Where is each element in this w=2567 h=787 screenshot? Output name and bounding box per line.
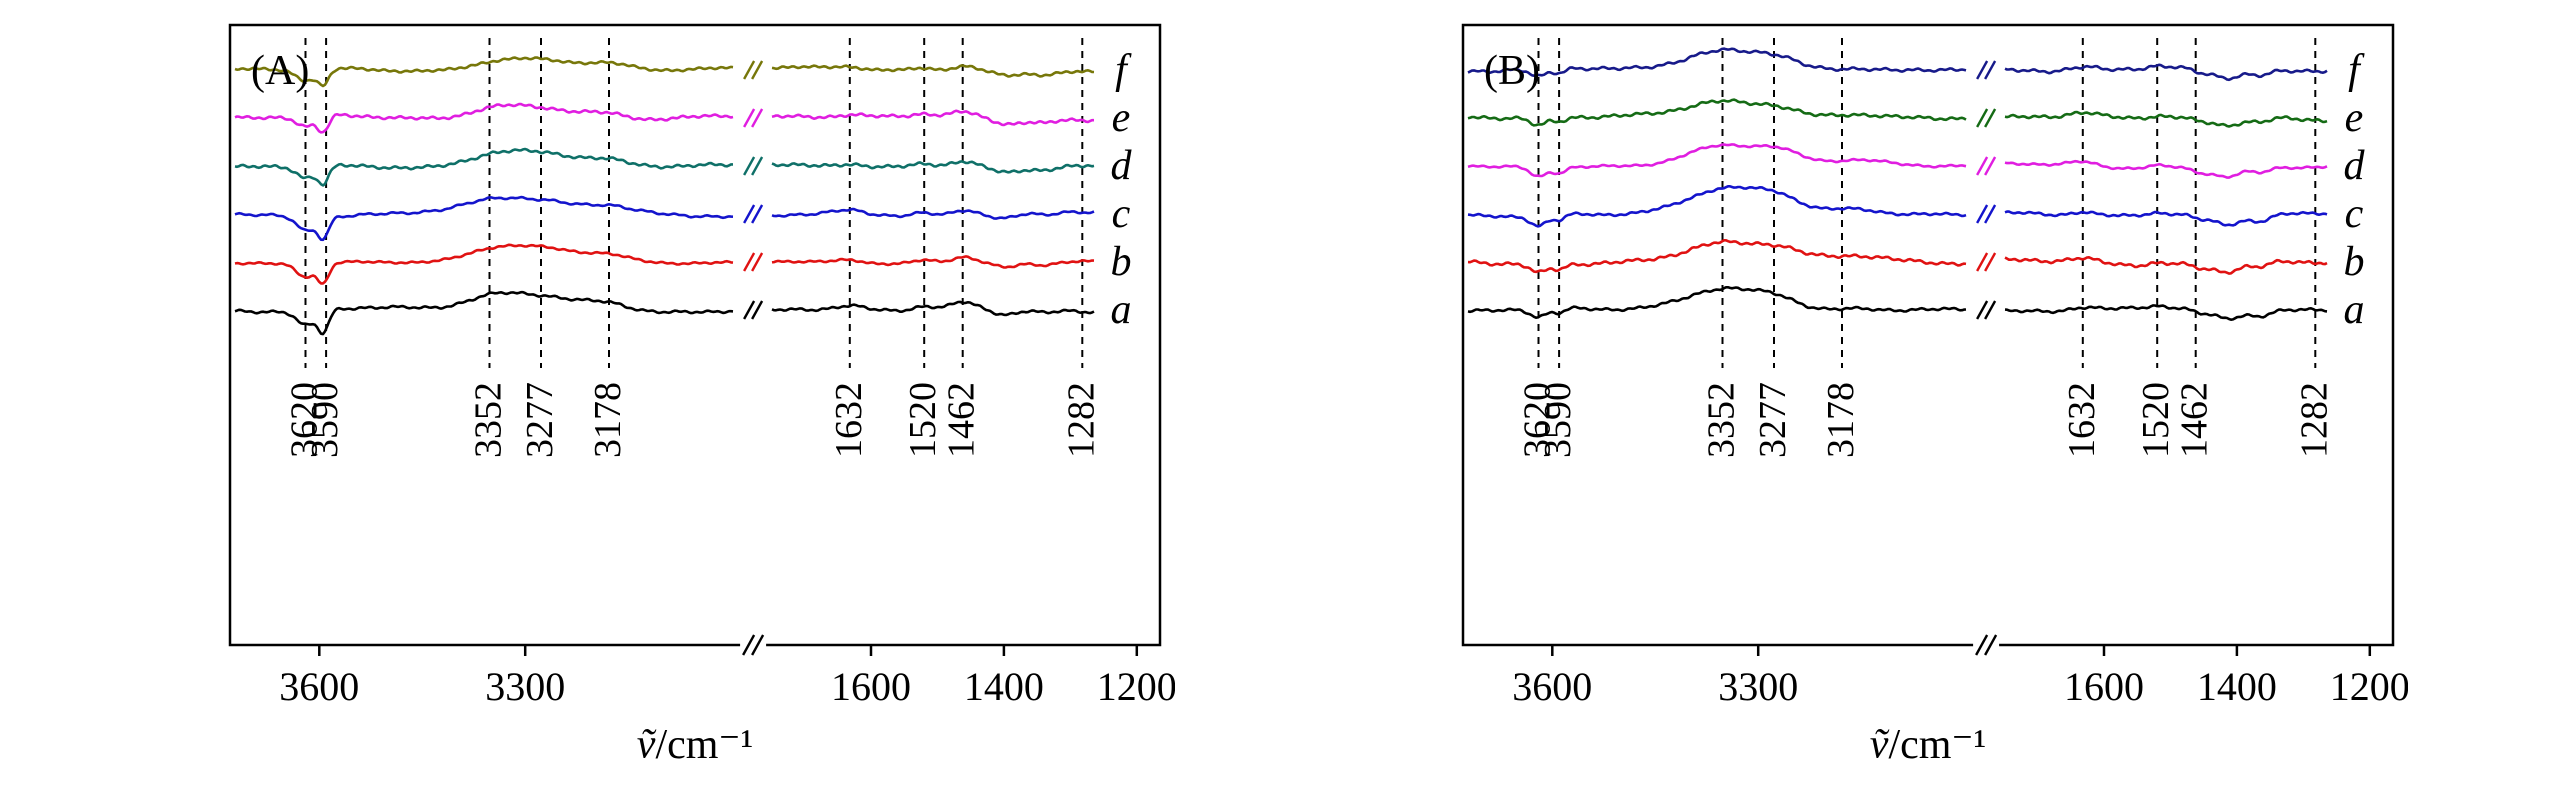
series-label-e: e [2345, 95, 2364, 141]
curve-break-icon [743, 300, 764, 320]
peak-label-1632: 1632 [2061, 382, 2103, 458]
series-curve-a [234, 290, 1095, 336]
plot-box [1461, 23, 2395, 647]
series-label-d: d [1111, 143, 1133, 189]
x-tick-label: 1600 [2064, 664, 2144, 709]
panel-b: 3620 3590 3352 3277 3178 1632 1520 1462 1282 a b c d… [1448, 10, 2410, 785]
curve-break-icon [1976, 60, 1997, 80]
panel-label: (A) [251, 48, 309, 94]
peak-label-3277: 3277 [1752, 382, 1794, 458]
series-curve-a [1467, 286, 2328, 321]
series-curve-f [1467, 47, 2328, 82]
axis-break-icon [742, 634, 765, 656]
curve-break-icon [1976, 300, 1997, 320]
series-curve-c [234, 195, 1095, 242]
series-label-f: f [1115, 47, 1132, 93]
x-tick-label: 3600 [279, 664, 359, 709]
x-tick-label: 3300 [1718, 664, 1798, 709]
x-tick-label: 1200 [2330, 664, 2408, 709]
series-label-a: a [2344, 287, 2365, 333]
curve-break-icon [1976, 204, 1997, 224]
x-tick-label: 1400 [964, 664, 1044, 709]
peak-label-3620: 3620 [284, 382, 326, 458]
peak-label-1282: 1282 [2293, 382, 2335, 458]
series-label-e: e [1112, 95, 1131, 141]
axis-break-icon [1975, 634, 1998, 656]
peak-label-1462: 1462 [2174, 382, 2216, 458]
series-curve-c [1467, 185, 2328, 228]
x-tick-label: 1600 [831, 664, 911, 709]
peak-label-3178: 3178 [1820, 382, 1862, 458]
curve-break-icon [743, 204, 764, 224]
series-label-a: a [1111, 287, 1132, 333]
curve-break-icon [1976, 252, 1997, 272]
curve-break-icon [743, 108, 764, 128]
series-curve-b [1467, 239, 2328, 275]
curve-break-icon [743, 60, 764, 80]
peak-label-3590: 3590 [304, 382, 346, 458]
peak-label-1520: 1520 [902, 382, 944, 458]
series-curve-d [1467, 143, 2328, 179]
series-curve-b [234, 243, 1095, 285]
peak-label-3590: 3590 [1537, 382, 1579, 458]
series-label-b: b [1111, 239, 1132, 285]
panel-label: (B) [1484, 48, 1540, 94]
peak-label-3352: 3352 [1701, 382, 1743, 458]
series-label-b: b [2344, 239, 2365, 285]
peak-label-3178: 3178 [587, 382, 629, 458]
peak-label-1282: 1282 [1060, 382, 1102, 458]
peak-label-3277: 3277 [519, 382, 561, 458]
x-tick-label: 3600 [1512, 664, 1592, 709]
series-curve-e [1467, 98, 2328, 128]
series-label-c: c [2345, 191, 2364, 237]
series-curve-d [234, 147, 1095, 187]
panel-a: 3620 3590 3352 3277 3178 1632 1520 1462 1282 a b c d… [215, 10, 1177, 785]
curve-break-icon [1976, 156, 1997, 176]
peak-label-1462: 1462 [941, 382, 983, 458]
x-tick-label: 3300 [485, 664, 565, 709]
peak-label-1632: 1632 [828, 382, 870, 458]
series-curve-f [234, 56, 1095, 88]
x-tick-label: 1200 [1097, 664, 1175, 709]
plot-box [228, 23, 1162, 647]
curve-break-icon [1976, 108, 1997, 128]
axis-break-mask [1973, 637, 2000, 653]
peak-label-1520: 1520 [2135, 382, 2177, 458]
x-axis-title: ṽ/cm⁻¹ [1870, 722, 1986, 768]
series-label-c: c [1112, 191, 1131, 237]
x-tick-label: 1400 [2197, 664, 2277, 709]
x-axis-title: ṽ/cm⁻¹ [637, 722, 753, 768]
curve-break-icon [743, 252, 764, 272]
peak-label-3620: 3620 [1517, 382, 1559, 458]
series-curve-e [234, 102, 1094, 134]
curve-break-icon [743, 156, 764, 176]
peak-label-3352: 3352 [468, 382, 510, 458]
axis-break-mask [740, 637, 767, 653]
series-label-d: d [2344, 143, 2366, 189]
series-label-f: f [2348, 47, 2365, 93]
